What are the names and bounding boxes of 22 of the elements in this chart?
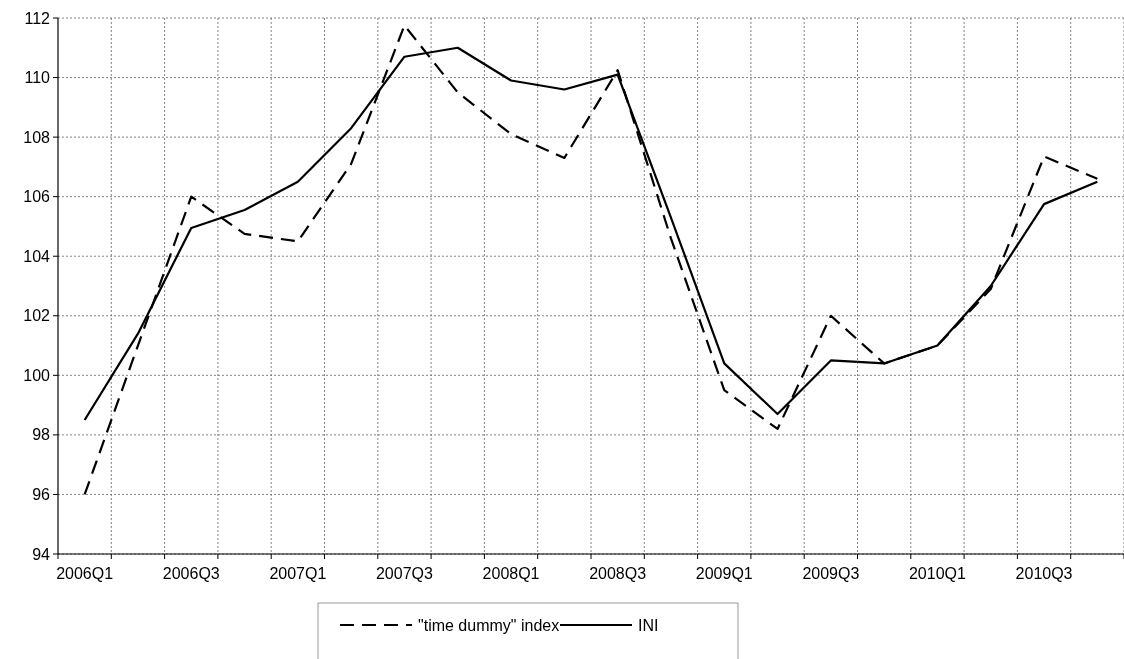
y-tick-label: 94	[32, 545, 51, 563]
y-tick-label: 102	[23, 307, 51, 325]
x-tick-label: 2007Q3	[375, 565, 434, 582]
x-tick-label: 2006Q1	[56, 565, 114, 582]
legend-label: INI	[638, 616, 659, 634]
y-tick-label: 104	[23, 247, 51, 265]
y-tick-label: 98	[32, 426, 51, 444]
x-tick-label: 2010Q1	[908, 565, 967, 582]
x-tick-label: 2008Q1	[482, 565, 540, 582]
x-tick-label: 2009Q3	[802, 565, 860, 582]
y-tick-label: 110	[24, 69, 51, 87]
y-tick-label: 96	[32, 486, 51, 504]
x-tick-label: 2007Q1	[269, 565, 327, 582]
y-tick-label: 100	[23, 366, 51, 384]
x-tick-label: 2008Q3	[589, 565, 647, 582]
y-tick-label: 112	[24, 9, 51, 27]
x-tick-label: 2009Q1	[695, 565, 753, 582]
y-tick-label: 108	[23, 128, 51, 146]
x-tick-label: 2006Q3	[162, 565, 220, 582]
x-tick-label: 2010Q3	[1015, 565, 1073, 582]
legend-label: "time dummy" index	[418, 616, 560, 634]
y-tick-label: 106	[23, 188, 51, 206]
